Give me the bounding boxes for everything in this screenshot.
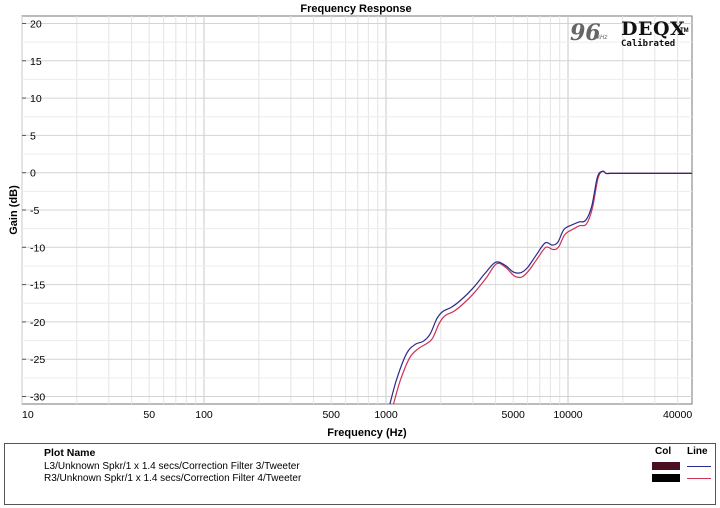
y-tick-label: 20 bbox=[30, 18, 42, 30]
x-axis-title: Frequency (Hz) bbox=[327, 427, 407, 439]
legend-header-col: Col bbox=[655, 446, 672, 457]
x-tick-label: 5000 bbox=[502, 409, 526, 421]
y-tick-label: 5 bbox=[30, 130, 36, 142]
logo-unit: kHz bbox=[597, 35, 608, 41]
legend-header-name: Plot Name bbox=[44, 447, 96, 459]
y-tick-label: -30 bbox=[30, 392, 45, 404]
x-tick-label: 40000 bbox=[663, 409, 692, 421]
legend-row-line-sample bbox=[687, 466, 711, 467]
plot-legend: Plot Name Col Line L3/Unknown Spkr/1 x 1… bbox=[4, 443, 716, 505]
y-tick-label: -25 bbox=[30, 354, 45, 366]
y-axis-title: Gain (dB) bbox=[8, 185, 20, 235]
y-tick-label: -20 bbox=[30, 317, 45, 329]
series-line-l3 bbox=[389, 170, 692, 404]
logo-brand: DEQX bbox=[621, 18, 686, 40]
chart-title: Frequency Response bbox=[300, 3, 412, 15]
y-tick-label: 0 bbox=[30, 168, 36, 180]
y-tick-label: -15 bbox=[30, 280, 45, 292]
x-tick-label: 1000 bbox=[374, 409, 398, 421]
x-tick-label: 50 bbox=[143, 409, 155, 421]
x-tick-label: 10 bbox=[22, 409, 34, 421]
legend-row-name: R3/Unknown Spkr/1 x 1.4 secs/Correction … bbox=[44, 473, 302, 484]
legend-header-line: Line bbox=[687, 446, 708, 457]
legend-row-name: L3/Unknown Spkr/1 x 1.4 secs/Correction … bbox=[44, 461, 300, 472]
logo-trademark: TM bbox=[680, 28, 689, 34]
y-tick-label: -10 bbox=[30, 242, 45, 254]
deqx-logo: 96 kHz DEQX TM Calibrated bbox=[566, 18, 689, 52]
y-tick-label: 15 bbox=[30, 56, 42, 68]
legend-row-line-sample bbox=[687, 478, 711, 479]
x-tick-label: 100 bbox=[195, 409, 213, 421]
x-tick-label: 500 bbox=[322, 409, 340, 421]
y-tick-label: -5 bbox=[30, 205, 39, 217]
legend-row-color-swatch[interactable] bbox=[652, 462, 680, 470]
logo-rate: 96 bbox=[570, 20, 601, 46]
x-tick-label: 10000 bbox=[553, 409, 582, 421]
logo-tagline: Calibrated bbox=[621, 39, 676, 49]
legend-row-color-swatch[interactable] bbox=[652, 474, 680, 482]
y-tick-label: 10 bbox=[30, 93, 42, 105]
